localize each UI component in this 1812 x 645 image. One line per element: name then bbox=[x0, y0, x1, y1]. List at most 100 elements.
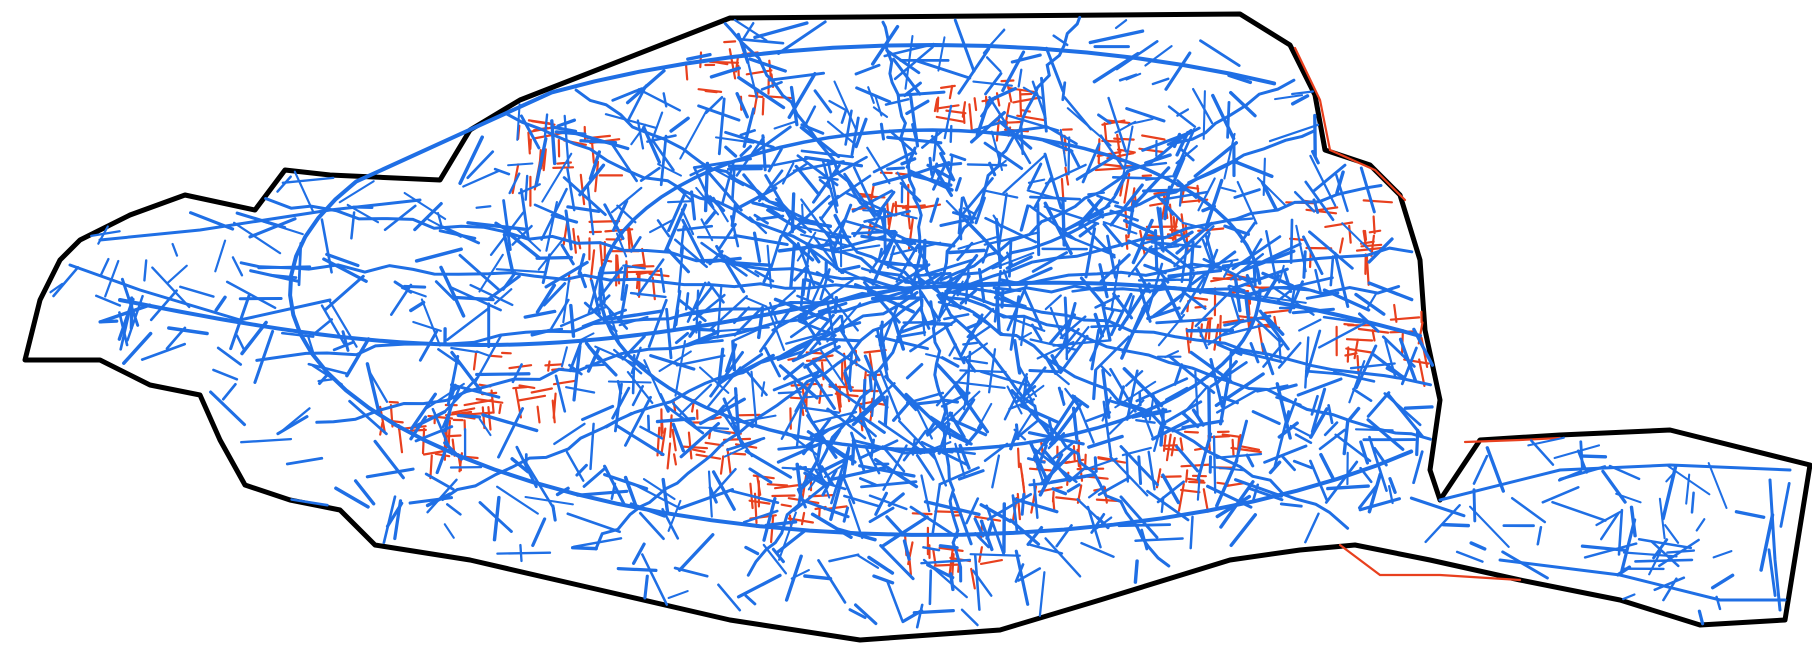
street-segment bbox=[736, 417, 754, 429]
street-segment bbox=[1144, 153, 1172, 165]
street-segment bbox=[524, 461, 556, 510]
street-segment bbox=[412, 320, 442, 332]
street-segment bbox=[1472, 454, 1489, 485]
street-segment bbox=[1090, 328, 1101, 371]
street-segment bbox=[962, 355, 977, 373]
street-segment bbox=[1189, 515, 1194, 550]
street-segment bbox=[661, 477, 670, 516]
street-segment bbox=[104, 259, 120, 298]
street-segment bbox=[276, 175, 292, 193]
street-segment bbox=[1236, 180, 1258, 225]
street-segment bbox=[458, 135, 484, 186]
street-segment bbox=[706, 170, 743, 212]
street-segment bbox=[1318, 321, 1368, 349]
secondary-segment bbox=[1170, 436, 1176, 457]
street-segment bbox=[713, 467, 737, 495]
street-segment bbox=[953, 18, 976, 73]
street-segment bbox=[1366, 418, 1405, 451]
street-segment bbox=[233, 221, 282, 255]
street-segment bbox=[1319, 452, 1335, 480]
street-segment bbox=[1160, 230, 1194, 252]
street-segment bbox=[494, 288, 513, 305]
street-segment bbox=[1697, 609, 1705, 626]
street-segment bbox=[1075, 155, 1116, 181]
secondary-segment bbox=[948, 84, 954, 100]
street-segment bbox=[920, 474, 931, 513]
street-segment bbox=[1226, 101, 1231, 139]
street-segment bbox=[679, 308, 725, 318]
street-segment bbox=[748, 57, 787, 73]
street-segment bbox=[854, 382, 896, 421]
street-segment bbox=[646, 134, 677, 143]
street-segment bbox=[1278, 383, 1298, 391]
street-segment bbox=[898, 419, 937, 461]
street-segment bbox=[542, 282, 567, 307]
street-segment bbox=[772, 161, 809, 188]
street-segment bbox=[537, 237, 565, 271]
secondary-segment bbox=[1345, 338, 1374, 342]
street-segment bbox=[866, 146, 891, 185]
street-segment bbox=[817, 559, 847, 604]
street-segment bbox=[730, 489, 780, 505]
street-segment bbox=[328, 300, 358, 348]
street-segment bbox=[1662, 577, 1678, 602]
street-segment bbox=[209, 390, 247, 427]
street-segment bbox=[545, 200, 559, 252]
street-segment bbox=[1707, 462, 1728, 510]
street-segment bbox=[1155, 318, 1208, 325]
street-segment bbox=[1247, 486, 1284, 502]
secondary-segment bbox=[1362, 199, 1394, 204]
street-segment bbox=[1690, 491, 1695, 514]
street-segment bbox=[594, 345, 636, 365]
street-segment bbox=[1093, 312, 1105, 338]
street-segment bbox=[585, 363, 606, 368]
street-segment bbox=[1022, 287, 1043, 330]
street-segment bbox=[810, 512, 853, 539]
street-segment bbox=[826, 302, 862, 343]
street-segment bbox=[1173, 363, 1184, 386]
street-segment bbox=[1065, 326, 1090, 356]
secondary-segment bbox=[1348, 224, 1352, 244]
street-segment bbox=[451, 295, 495, 302]
street-segment bbox=[745, 297, 768, 308]
street-segment bbox=[909, 245, 924, 295]
street-segment bbox=[524, 174, 529, 201]
street-segment bbox=[1052, 34, 1069, 47]
street-segment bbox=[611, 87, 644, 102]
street-segment bbox=[1304, 336, 1310, 389]
street-segment bbox=[800, 123, 825, 135]
street-segment bbox=[1096, 194, 1120, 205]
street-segment bbox=[940, 356, 960, 368]
street-segment bbox=[179, 285, 215, 298]
street-segment bbox=[1118, 73, 1138, 82]
street-segment bbox=[881, 515, 929, 548]
street-segment bbox=[777, 444, 817, 451]
secondary-segment bbox=[979, 558, 1004, 566]
street-segment bbox=[1622, 593, 1636, 601]
street-segment bbox=[1312, 163, 1347, 193]
street-segment bbox=[734, 186, 778, 211]
street-segment bbox=[629, 291, 667, 299]
street-segment bbox=[709, 66, 741, 79]
street-segment bbox=[216, 346, 243, 366]
street-segment bbox=[991, 251, 1035, 270]
street-segment bbox=[863, 209, 911, 223]
street-segment bbox=[855, 86, 892, 104]
street-segment bbox=[871, 231, 898, 286]
street-segment bbox=[1232, 348, 1283, 364]
secondary-segment bbox=[1028, 467, 1052, 472]
street-segment bbox=[1043, 396, 1077, 447]
secondary-segment bbox=[1177, 482, 1185, 512]
street-segment bbox=[667, 200, 693, 204]
street-segment bbox=[983, 442, 1009, 462]
street-segment bbox=[1277, 421, 1299, 439]
street-segment bbox=[976, 402, 993, 430]
east-road bbox=[1768, 478, 1782, 612]
street-segment bbox=[497, 407, 525, 459]
street-segment bbox=[1156, 206, 1165, 245]
street-segment bbox=[884, 374, 918, 412]
secondary-segment bbox=[938, 546, 964, 553]
street-segment bbox=[766, 208, 807, 234]
street-segment bbox=[953, 357, 989, 365]
street-segment bbox=[543, 113, 549, 138]
